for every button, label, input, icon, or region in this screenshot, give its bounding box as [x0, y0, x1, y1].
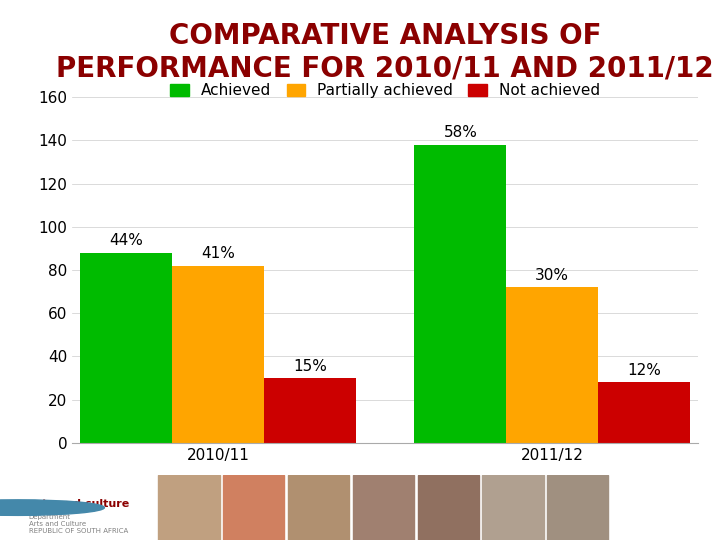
Text: 44%: 44% [109, 233, 143, 248]
Bar [598, 382, 690, 443]
Bar [158, 475, 220, 540]
Text: arts and culture: arts and culture [29, 500, 129, 509]
Bar [506, 287, 598, 443]
Circle shape [0, 500, 104, 515]
Bar [415, 145, 506, 443]
Text: 41%: 41% [201, 246, 235, 261]
Text: Department
Arts and Culture
REPUBLIC OF SOUTH AFRICA: Department Arts and Culture REPUBLIC OF … [29, 514, 128, 534]
Bar [172, 266, 264, 443]
Bar [223, 475, 284, 540]
Bar [547, 475, 608, 540]
Bar [418, 475, 479, 540]
Text: 12%: 12% [627, 363, 661, 378]
Text: 15%: 15% [293, 359, 327, 374]
Text: 30%: 30% [535, 268, 570, 283]
Bar [288, 475, 349, 540]
Bar [264, 378, 356, 443]
Legend: Achieved, Partially achieved, Not achieved: Achieved, Partially achieved, Not achiev… [164, 77, 606, 104]
Title: COMPARATIVE ANALYSIS OF
PERFORMANCE FOR 2010/11 AND 2011/12: COMPARATIVE ANALYSIS OF PERFORMANCE FOR … [56, 22, 714, 83]
Bar [482, 475, 544, 540]
Text: 58%: 58% [444, 125, 477, 140]
Bar [81, 253, 172, 443]
Bar [353, 475, 414, 540]
